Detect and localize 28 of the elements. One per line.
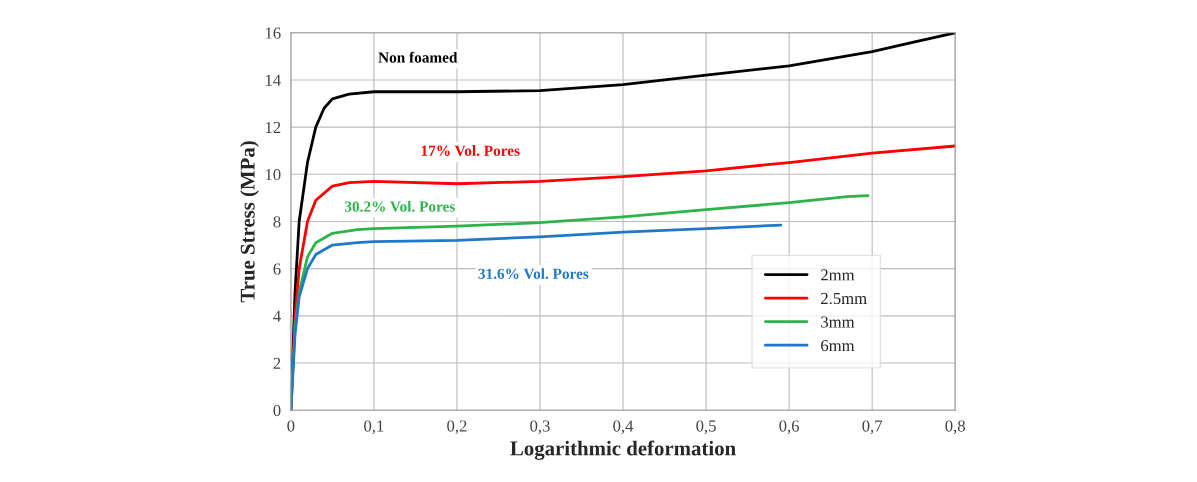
legend-label: 6mm	[821, 339, 855, 352]
x-axis-title: Logarithmic deformation	[510, 440, 736, 460]
y-tick-label: 8	[273, 216, 281, 228]
legend-label: 2mm	[821, 269, 855, 281]
legend-label: 2.5mm	[821, 292, 867, 305]
y-tick-label: 14	[265, 74, 281, 86]
annotation: 30.2% Vol. Pores	[344, 200, 455, 212]
y-tick-label: 6	[273, 263, 281, 275]
x-tick-label: 0,5	[696, 420, 716, 435]
x-tick-label: 0,2	[447, 420, 467, 435]
y-axis-title: True Stress (MPa)	[240, 141, 259, 303]
y-tick-label: 2	[273, 357, 281, 369]
legend-label: 3mm	[821, 316, 855, 328]
x-tick-label: 0,6	[779, 420, 800, 435]
annotation: 17% Vol. Pores	[421, 145, 520, 156]
y-tick-label: 0	[273, 404, 281, 417]
x-tick-label: 0,1	[364, 420, 384, 435]
y-tick-label: 10	[265, 169, 281, 181]
x-tick-label: 0,8	[945, 420, 965, 435]
x-tick-label: 0,3	[530, 420, 550, 435]
x-tick-label: 0	[287, 420, 295, 432]
x-tick-label: 0,7	[862, 420, 883, 435]
x-tick-label: 0,4	[613, 420, 634, 435]
annotation: 31.6% Vol. Pores	[478, 268, 589, 279]
y-tick-label: 16	[265, 27, 281, 39]
annotation: Non foamed	[378, 51, 458, 63]
y-tick-label: 4	[273, 310, 281, 322]
y-tick-label: 12	[265, 121, 281, 133]
